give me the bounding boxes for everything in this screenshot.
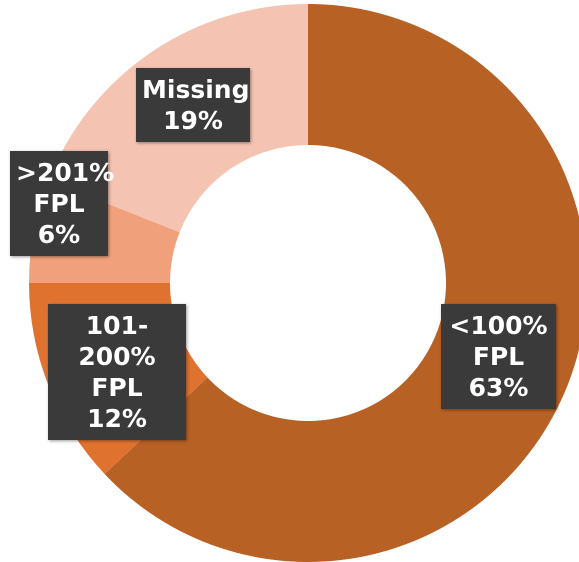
value-label: 12% <box>87 404 147 433</box>
donut-segment <box>104 4 579 562</box>
value-label: 63% <box>468 373 529 402</box>
category-label: 101-200% FPL <box>78 311 156 402</box>
data-label: >201% FPL 6% <box>10 151 115 256</box>
data-label: 101-200% FPL 12% <box>48 304 186 440</box>
value-label: 19% <box>163 106 223 135</box>
category-label: Missing <box>142 75 250 104</box>
value-label: 6% <box>37 220 81 249</box>
category-label: <100% FPL <box>449 311 548 371</box>
category-label: >201% FPL <box>16 158 115 218</box>
data-label: Missing 19% <box>136 68 250 142</box>
data-label: <100% FPL 63% <box>441 304 556 409</box>
